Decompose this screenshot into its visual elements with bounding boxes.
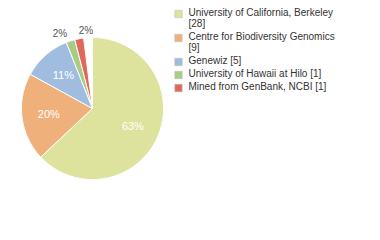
svg-text:University of Hawaii at Hilo [: University of Hawaii at Hilo [1] (189, 68, 322, 79)
svg-text:63%: 63% (122, 120, 144, 132)
svg-text:2%: 2% (79, 25, 94, 36)
svg-text:Genewiz [5]: Genewiz [5] (189, 55, 242, 66)
svg-text:11%: 11% (53, 69, 74, 81)
svg-text:Mined from GenBank, NCBI [1]: Mined from GenBank, NCBI [1] (189, 81, 327, 92)
svg-text:2%: 2% (53, 28, 68, 39)
svg-text:20%: 20% (38, 108, 60, 120)
svg-text:Centre for Biodiversity Genomi: Centre for Biodiversity Genomics[9] (189, 31, 335, 53)
svg-text:University of California, Berk: University of California, Berkeley[28] (189, 7, 334, 29)
